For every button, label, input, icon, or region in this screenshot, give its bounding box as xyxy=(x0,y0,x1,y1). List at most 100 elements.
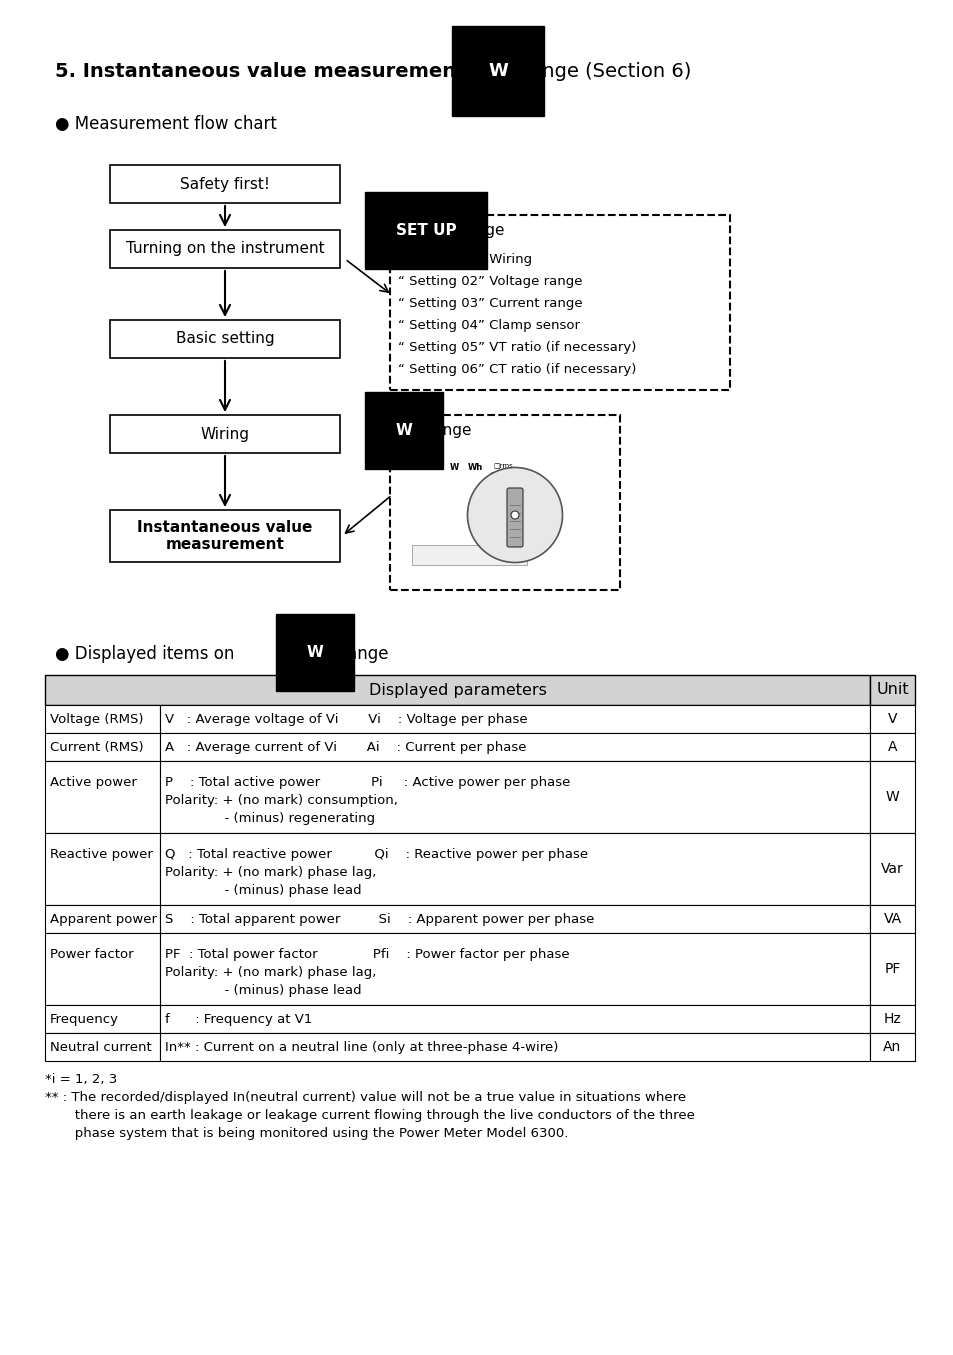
FancyBboxPatch shape xyxy=(110,165,339,203)
Text: S    : Total apparent power         Si    : Apparent power per phase: S : Total apparent power Si : Apparent p… xyxy=(165,913,594,927)
Text: ● SET UP: ● SET UP xyxy=(484,495,520,504)
FancyBboxPatch shape xyxy=(160,1033,869,1061)
FancyBboxPatch shape xyxy=(45,705,160,733)
FancyBboxPatch shape xyxy=(869,905,914,934)
FancyBboxPatch shape xyxy=(869,705,914,733)
Text: W: W xyxy=(395,423,413,438)
FancyBboxPatch shape xyxy=(45,1033,160,1061)
Text: □rms: □rms xyxy=(493,463,512,469)
Text: P    : Total active power            Pi     : Active power per phase: P : Total active power Pi : Active power… xyxy=(165,776,570,789)
Text: Hz: Hz xyxy=(882,1012,901,1026)
Text: V: V xyxy=(887,711,897,726)
FancyBboxPatch shape xyxy=(45,1005,160,1033)
Text: “ Setting 02” Voltage range: “ Setting 02” Voltage range xyxy=(397,275,582,289)
Text: range: range xyxy=(421,423,471,438)
Text: “ Setting 05” VT ratio (if necessary): “ Setting 05” VT ratio (if necessary) xyxy=(397,341,636,354)
Text: A   : Average current of Vi       Ai    : Current per phase: A : Average current of Vi Ai : Current p… xyxy=(165,741,526,755)
Text: Reactive power: Reactive power xyxy=(50,848,152,860)
FancyBboxPatch shape xyxy=(45,733,160,762)
FancyBboxPatch shape xyxy=(390,215,729,390)
FancyBboxPatch shape xyxy=(869,833,914,905)
FancyBboxPatch shape xyxy=(110,509,339,562)
Text: range: range xyxy=(455,224,504,238)
FancyBboxPatch shape xyxy=(869,733,914,762)
Text: Turning on the instrument: Turning on the instrument xyxy=(126,241,324,256)
FancyBboxPatch shape xyxy=(412,545,526,565)
Text: Basic setting: Basic setting xyxy=(175,332,274,347)
Text: Wiring: Wiring xyxy=(200,427,250,442)
Text: Current (RMS): Current (RMS) xyxy=(50,741,144,755)
FancyBboxPatch shape xyxy=(506,488,522,547)
Text: range (Section 6): range (Section 6) xyxy=(516,62,691,81)
Text: PF: PF xyxy=(883,962,900,976)
Text: Safety first!: Safety first! xyxy=(180,176,270,191)
Text: OFF: OFF xyxy=(417,463,434,472)
FancyBboxPatch shape xyxy=(45,762,160,833)
FancyBboxPatch shape xyxy=(160,762,869,833)
FancyBboxPatch shape xyxy=(45,833,160,905)
Text: Unit: Unit xyxy=(875,683,908,698)
Text: W: W xyxy=(488,62,507,80)
Text: W: W xyxy=(450,463,458,472)
Text: An: An xyxy=(882,1041,901,1054)
Text: W: W xyxy=(884,790,899,804)
FancyBboxPatch shape xyxy=(869,1033,914,1061)
Text: “ Setting 03” Current range: “ Setting 03” Current range xyxy=(397,297,582,310)
Text: there is an earth leakage or leakage current flowing through the live conductors: there is an earth leakage or leakage cur… xyxy=(45,1108,694,1122)
Text: SET UP: SET UP xyxy=(395,224,456,238)
Text: range: range xyxy=(335,645,388,663)
FancyBboxPatch shape xyxy=(390,415,619,589)
Text: phase system that is being monitored using the Power Meter Model 6300.: phase system that is being monitored usi… xyxy=(45,1127,568,1140)
FancyBboxPatch shape xyxy=(110,230,339,268)
FancyBboxPatch shape xyxy=(160,934,869,1005)
FancyBboxPatch shape xyxy=(110,320,339,358)
FancyBboxPatch shape xyxy=(160,905,869,934)
Text: Voltage (RMS): Voltage (RMS) xyxy=(50,713,143,726)
Text: Active power: Active power xyxy=(50,776,136,789)
Text: Var: Var xyxy=(881,862,902,875)
Text: ● Measurement flow chart: ● Measurement flow chart xyxy=(55,115,276,133)
Text: PF  : Total power factor             Pfi    : Power factor per phase: PF : Total power factor Pfi : Power fact… xyxy=(165,947,569,961)
FancyBboxPatch shape xyxy=(45,934,160,1005)
Text: ● Displayed items on: ● Displayed items on xyxy=(55,645,234,663)
FancyBboxPatch shape xyxy=(45,905,160,934)
Circle shape xyxy=(511,511,518,519)
FancyBboxPatch shape xyxy=(869,762,914,833)
FancyBboxPatch shape xyxy=(160,705,869,733)
FancyBboxPatch shape xyxy=(45,675,869,705)
Text: 5. Instantaneous value measurement:: 5. Instantaneous value measurement: xyxy=(55,62,473,81)
FancyBboxPatch shape xyxy=(160,733,869,762)
Text: Apparent power: Apparent power xyxy=(50,913,157,927)
FancyBboxPatch shape xyxy=(160,833,869,905)
Text: Polarity: + (no mark) phase lag,: Polarity: + (no mark) phase lag, xyxy=(165,966,376,978)
Text: Wh: Wh xyxy=(468,463,483,472)
Text: W: W xyxy=(307,645,323,660)
Text: Frequency: Frequency xyxy=(50,1014,119,1026)
Text: ** : The recorded/displayed In(neutral current) value will not be a true value i: ** : The recorded/displayed In(neutral c… xyxy=(45,1091,685,1104)
FancyBboxPatch shape xyxy=(869,1005,914,1033)
FancyBboxPatch shape xyxy=(110,415,339,453)
Text: In** : Current on a neutral line (only at three-phase 4-wire): In** : Current on a neutral line (only a… xyxy=(165,1041,558,1054)
FancyBboxPatch shape xyxy=(869,934,914,1005)
Text: Q   : Total reactive power          Qi    : Reactive power per phase: Q : Total reactive power Qi : Reactive p… xyxy=(165,848,587,860)
Text: “ Setting 04” Clamp sensor: “ Setting 04” Clamp sensor xyxy=(397,318,579,332)
Text: Polarity: + (no mark) phase lag,: Polarity: + (no mark) phase lag, xyxy=(165,866,376,879)
Text: Power factor: Power factor xyxy=(50,947,133,961)
Text: Displayed parameters: Displayed parameters xyxy=(368,683,546,698)
Text: - (minus) regenerating: - (minus) regenerating xyxy=(165,812,375,825)
Ellipse shape xyxy=(467,467,562,562)
Text: “ Setting 06” CT ratio (if necessary): “ Setting 06” CT ratio (if necessary) xyxy=(397,363,636,375)
Text: V   : Average voltage of Vi       Vi    : Voltage per phase: V : Average voltage of Vi Vi : Voltage p… xyxy=(165,713,527,726)
Text: Polarity: + (no mark) consumption,: Polarity: + (no mark) consumption, xyxy=(165,794,397,806)
Text: - (minus) phase lead: - (minus) phase lead xyxy=(165,984,361,997)
Text: Instantaneous value
measurement: Instantaneous value measurement xyxy=(137,520,313,553)
Text: VA: VA xyxy=(882,912,901,925)
FancyBboxPatch shape xyxy=(160,1005,869,1033)
Text: *i = 1, 2, 3: *i = 1, 2, 3 xyxy=(45,1073,117,1085)
Text: A: A xyxy=(887,740,897,753)
FancyBboxPatch shape xyxy=(869,675,914,705)
Text: “ Setting 01” Wiring: “ Setting 01” Wiring xyxy=(397,253,532,266)
Text: f      : Frequency at V1: f : Frequency at V1 xyxy=(165,1014,312,1026)
Text: DEMAND: DEMAND xyxy=(490,472,520,478)
Text: Neutral current: Neutral current xyxy=(50,1041,152,1054)
